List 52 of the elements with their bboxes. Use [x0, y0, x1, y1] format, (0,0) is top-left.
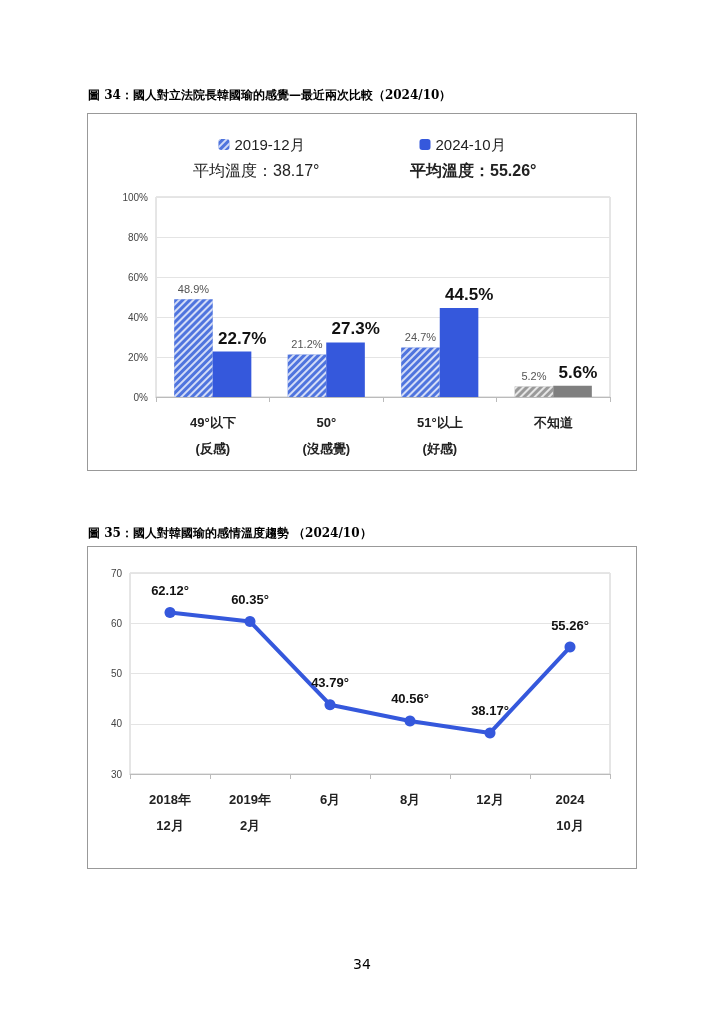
x-tick-label: 51°以上 (好感)	[416, 414, 463, 456]
x-tick-label: 6月	[319, 791, 341, 807]
data-label: 60.35°	[231, 591, 269, 607]
point	[404, 715, 416, 727]
x-tick-label: 50° (沒感覺)	[302, 414, 351, 456]
text: 平均溫度：55.26°	[409, 160, 537, 179]
data-label: 48.9%	[177, 282, 210, 295]
text: 平均溫度：38.17°	[193, 161, 320, 179]
y-tick-label: 40	[110, 718, 123, 730]
x-tick-label: 2019年 2月	[229, 791, 271, 833]
data-label: 40.56°	[391, 691, 429, 707]
y-tick-label: 20%	[127, 351, 149, 363]
data-label: 38.17°	[471, 703, 509, 719]
x-tick-label: 2024 10月	[555, 791, 586, 833]
point	[244, 615, 256, 627]
x-tick-label: 2018年 12月	[149, 791, 191, 833]
legend-label: 2019-12月	[234, 136, 305, 153]
chart-title: 圖 34：國人對立法院長韓國瑜的感覺—最近兩次比較（2024/10）	[88, 87, 452, 104]
y-tick-label: 40%	[127, 311, 149, 323]
data-label: 21.2%	[291, 338, 323, 351]
y-tick-label: 50	[110, 668, 123, 679]
data-label: 5.2%	[521, 370, 547, 383]
bar	[553, 385, 592, 397]
x-tick-label: 不知道	[532, 414, 574, 430]
data-label: 44.5%	[445, 285, 494, 304]
data-label: 5.6%	[558, 362, 598, 382]
data-label: 43.79°	[311, 675, 349, 691]
bar	[212, 351, 252, 397]
text: 34	[352, 956, 372, 972]
data-label: 24.7%	[404, 331, 437, 344]
point	[484, 727, 496, 739]
data-label: 55.26°	[551, 617, 589, 633]
x-tick-label: 8月	[399, 791, 421, 807]
bar	[326, 342, 365, 397]
point	[164, 607, 176, 619]
y-tick-label: 60%	[127, 271, 149, 283]
legend-label: 2024-10月	[435, 136, 506, 153]
chart-title: 圖 35：國人對韓國瑜的感情溫度趨勢 （2024/10）	[88, 525, 372, 542]
y-tick-label: 70	[110, 567, 123, 579]
y-tick-label: 80%	[127, 231, 149, 243]
point	[564, 641, 576, 653]
y-tick-label: 60	[110, 617, 123, 629]
x-tick-label: 49°以下 (反感)	[189, 414, 236, 456]
bar	[439, 308, 479, 397]
x-tick-label: 12月	[476, 791, 504, 807]
y-tick-label: 0%	[133, 391, 149, 403]
data-label: 22.7%	[218, 328, 267, 348]
data-label: 27.3%	[331, 319, 380, 339]
y-tick-label: 100%	[122, 191, 149, 203]
data-label: 62.12°	[151, 583, 189, 599]
y-tick-label: 30	[110, 768, 123, 780]
point	[324, 699, 336, 711]
